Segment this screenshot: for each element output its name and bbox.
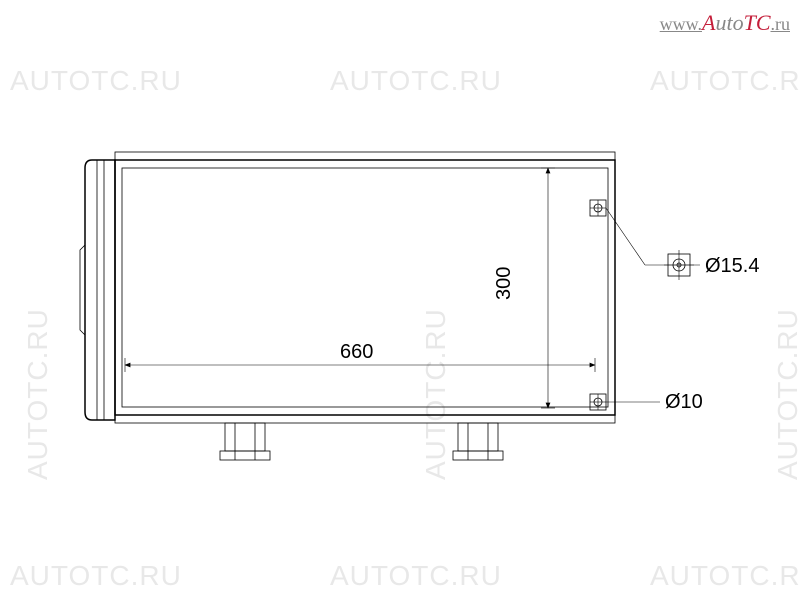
dia-lower-label: Ø10 bbox=[665, 391, 703, 413]
port-upper bbox=[590, 200, 606, 216]
dim-width: 660 bbox=[125, 341, 595, 372]
port-lower bbox=[590, 394, 606, 410]
brand-logo: www.AutoTC.ru bbox=[660, 10, 790, 36]
leader-upper: Ø15.4 bbox=[606, 208, 759, 277]
radiator-core bbox=[115, 152, 615, 423]
dim-width-label: 660 bbox=[340, 341, 373, 363]
watermark-text: AUTOTC.RU bbox=[330, 560, 502, 592]
leader-lower: Ø10 bbox=[606, 391, 703, 413]
left-tank bbox=[80, 160, 115, 420]
dia-upper-label: Ø15.4 bbox=[705, 255, 759, 277]
watermark-text: AUTOTC.RU bbox=[650, 560, 800, 592]
bracket-left bbox=[220, 423, 270, 460]
watermark-text: AUTOTC.RU bbox=[10, 560, 182, 592]
radiator-diagram: 660 300 Ø15.4 Ø10 bbox=[40, 80, 760, 560]
logo-www: www. bbox=[660, 14, 702, 34]
watermark-text: AUTOTC.RU bbox=[772, 308, 800, 480]
bracket-right bbox=[453, 423, 503, 460]
dim-height-label: 300 bbox=[493, 267, 515, 300]
technical-drawing: 660 300 Ø15.4 Ø10 bbox=[40, 80, 760, 560]
dim-height: 300 bbox=[493, 168, 555, 408]
